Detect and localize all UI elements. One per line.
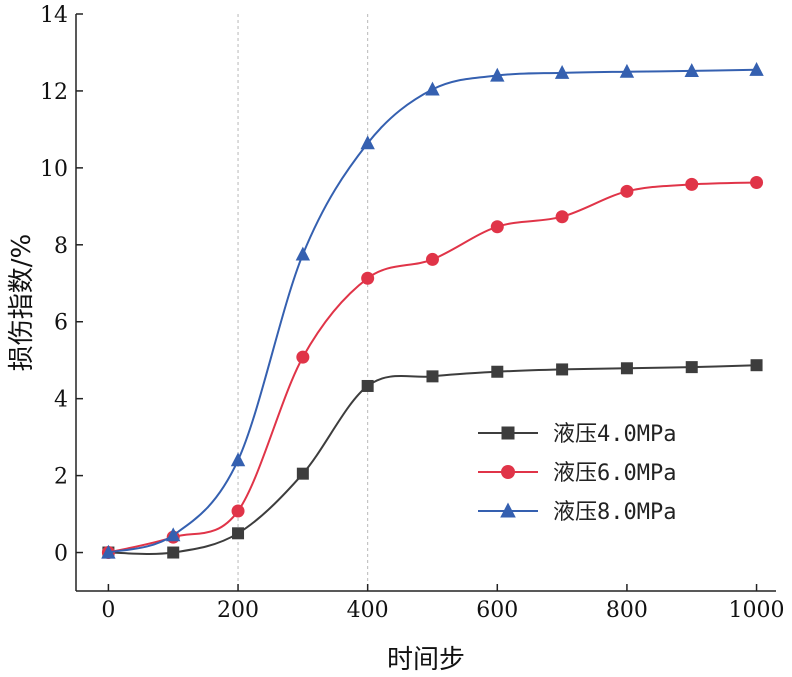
x-tick-label: 200 — [217, 598, 259, 623]
series-3 — [101, 61, 764, 559]
data-point — [620, 184, 634, 198]
data-point — [490, 67, 505, 82]
data-point — [166, 527, 181, 542]
legend: 液压4.0MPa 液压6.0MPa 液压8.0MPa — [478, 422, 676, 525]
series-2 — [101, 175, 764, 560]
data-point — [490, 220, 504, 234]
series-1 — [102, 359, 763, 559]
data-point — [750, 175, 764, 189]
data-point — [426, 370, 439, 383]
data-point — [101, 544, 116, 559]
data-point — [619, 63, 635, 78]
series-line — [108, 68, 757, 554]
y-tick-label: 4 — [54, 388, 68, 413]
y-tick-label: 14 — [40, 3, 68, 28]
data-point — [230, 452, 246, 467]
data-point — [296, 350, 310, 364]
x-axis-ticks: 0 200 400 600 800 1000 — [101, 584, 785, 623]
legend-marker — [500, 502, 516, 518]
x-tick-label: 600 — [476, 598, 518, 623]
legend-marker — [501, 465, 515, 479]
data-point — [360, 135, 375, 150]
series-layer — [101, 61, 764, 560]
data-point — [361, 271, 375, 285]
data-point — [296, 467, 309, 480]
data-point — [491, 365, 504, 378]
y-axis-ticks: 0 2 4 6 8 10 12 14 — [40, 3, 83, 567]
y-tick-label: 2 — [54, 465, 68, 490]
series-line — [108, 364, 757, 555]
data-point — [167, 546, 180, 559]
y-tick-label: 0 — [54, 542, 68, 567]
y-axis-title: 损伤指数/% — [7, 234, 37, 371]
x-tick-label: 400 — [347, 598, 389, 623]
legend-marker — [501, 426, 515, 440]
data-point — [231, 504, 245, 518]
data-point — [685, 177, 699, 191]
data-point — [556, 363, 569, 376]
data-point — [684, 63, 699, 77]
y-tick-label: 6 — [54, 311, 68, 336]
legend-item-1: 液压4.0MPa — [478, 422, 676, 447]
axes — [75, 14, 776, 592]
legend-item-3: 液压8.0MPa — [478, 500, 676, 525]
series-line — [108, 181, 757, 554]
legend-label: 液压6.0MPa — [553, 461, 676, 486]
data-point — [361, 379, 374, 392]
data-point — [295, 246, 311, 261]
x-tick-label: 800 — [606, 598, 648, 623]
data-point — [749, 61, 764, 76]
y-tick-label: 10 — [40, 157, 68, 182]
data-point — [620, 362, 633, 375]
y-tick-label: 8 — [54, 234, 68, 259]
x-tick-label: 1000 — [729, 598, 785, 623]
y-tick-label: 12 — [40, 80, 68, 105]
data-point — [425, 252, 439, 266]
data-point — [554, 65, 570, 79]
reference-lines — [237, 14, 369, 591]
legend-item-2: 液压6.0MPa — [478, 461, 676, 486]
data-point — [425, 81, 440, 96]
data-point — [750, 359, 763, 372]
legend-label: 液压8.0MPa — [553, 500, 676, 525]
data-point — [685, 361, 698, 374]
data-point — [232, 527, 245, 540]
legend-label: 液压4.0MPa — [553, 422, 676, 447]
x-axis-title: 时间步 — [387, 645, 465, 675]
x-tick-label: 0 — [101, 598, 115, 623]
data-point — [555, 210, 569, 224]
